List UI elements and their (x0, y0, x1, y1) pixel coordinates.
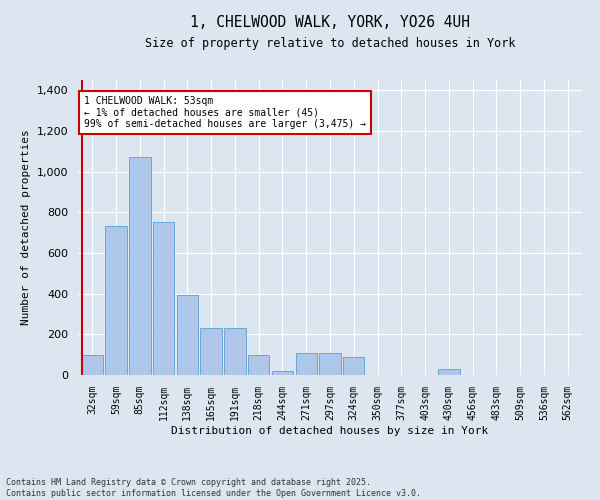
Bar (129, 158, 151, 375)
X-axis label: Distribution of detached houses by size in York: Distribution of detached houses by size … (172, 426, 488, 436)
Text: 1 CHELWOOD WALK: 53sqm
← 1% of detached houses are smaller (45)
99% of semi-deta: 1 CHELWOOD WALK: 53sqm ← 1% of detached … (84, 96, 366, 130)
Bar (248, 354, 269, 375)
Text: Size of property relative to detached houses in York: Size of property relative to detached ho… (145, 38, 515, 51)
Y-axis label: Number of detached properties: Number of detached properties (21, 130, 31, 326)
Bar (153, 222, 174, 375)
Bar (438, 369, 460, 375)
Text: 1, CHELWOOD WALK, YORK, YO26 4UH: 1, CHELWOOD WALK, YORK, YO26 4UH (190, 15, 470, 30)
Bar (319, 352, 341, 375)
Bar (82, 354, 103, 375)
Text: Contains HM Land Registry data © Crown copyright and database right 2025.
Contai: Contains HM Land Registry data © Crown c… (6, 478, 421, 498)
Bar (176, 294, 198, 375)
Bar (343, 356, 364, 375)
Bar (272, 371, 293, 375)
Bar (224, 328, 245, 375)
Bar (296, 352, 317, 375)
Bar (106, 226, 127, 375)
Bar (200, 328, 222, 375)
